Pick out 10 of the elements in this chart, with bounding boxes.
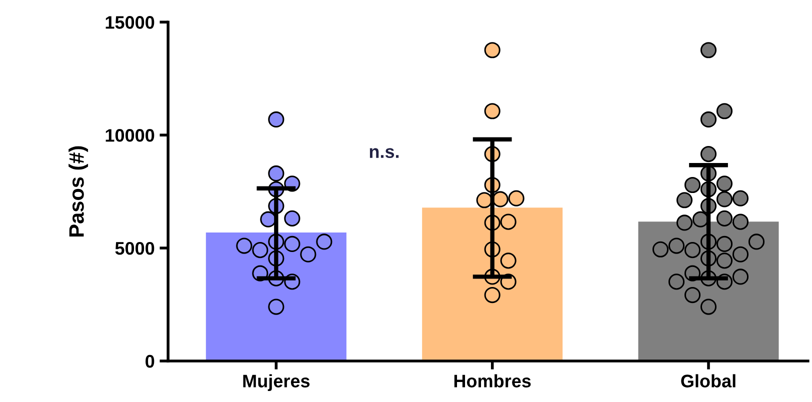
x-tick-label: Mujeres (243, 374, 310, 392)
annotation: n.s. (370, 148, 399, 158)
x-tick-label: Global (681, 374, 736, 388)
y-tick-label: 10000 (106, 129, 154, 142)
bar (206, 232, 346, 361)
y-tick-label: 0 (146, 354, 154, 368)
y-tick-label: 15000 (106, 16, 154, 29)
x-tick-label: Hombres (454, 374, 531, 388)
y-axis-title: Pasos (#) (68, 146, 88, 236)
y-tick-label: 5000 (115, 242, 154, 255)
